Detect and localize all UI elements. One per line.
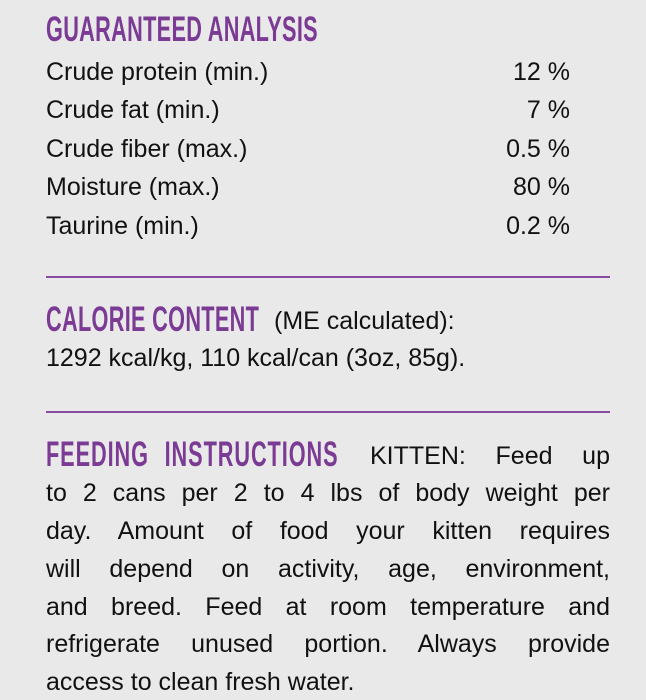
feeding-line: and breed. Feed at room temperature and xyxy=(46,593,610,621)
divider xyxy=(46,411,610,413)
calorie-content-heading: CALORIE CONTENT xyxy=(46,300,260,339)
analysis-label: Crude fat (min.) xyxy=(46,96,220,124)
analysis-label: Crude fiber (max.) xyxy=(46,135,248,163)
analysis-value: 7 % xyxy=(526,96,570,124)
feeding-line: KITTEN: Feed up xyxy=(370,442,610,470)
feeding-instructions-heading: FEEDING INSTRUCTIONS xyxy=(46,435,339,474)
analysis-value: 0.5 % xyxy=(506,135,570,163)
feeding-line: day. Amount of food your kitten requires xyxy=(46,517,610,545)
analysis-value: 0.2 % xyxy=(506,212,570,240)
guaranteed-analysis-heading: GUARANTEED ANALYSIS xyxy=(46,10,318,49)
calorie-qualifier: (ME calculated): xyxy=(274,307,455,335)
divider xyxy=(46,276,610,278)
analysis-label: Taurine (min.) xyxy=(46,212,199,240)
analysis-label: Moisture (max.) xyxy=(46,173,220,201)
feeding-line: will depend on activity, age, environmen… xyxy=(46,555,610,583)
analysis-value: 12 % xyxy=(513,58,570,86)
feeding-line: refrigerate unused portion. Always provi… xyxy=(46,630,610,658)
analysis-label: Crude protein (min.) xyxy=(46,58,269,86)
calorie-value: 1292 kcal/kg, 110 kcal/can (3oz, 85g). xyxy=(46,344,466,372)
analysis-value: 80 % xyxy=(513,173,570,201)
feeding-line: to 2 cans per 2 to 4 lbs of body weight … xyxy=(46,479,610,507)
feeding-line: access to clean fresh water. xyxy=(46,668,355,696)
